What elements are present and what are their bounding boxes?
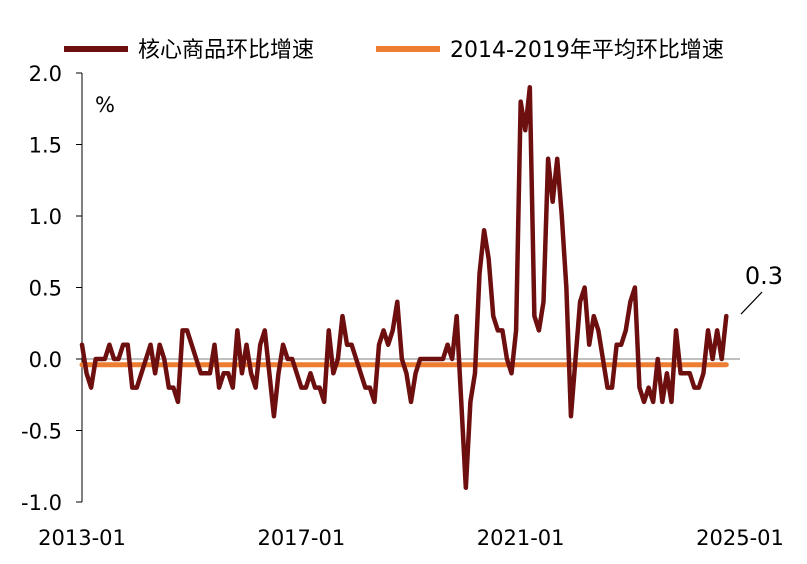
x-tick-label: 2025-01 xyxy=(696,526,784,550)
y-axis: 2.0 1.5 1.0 0.5 0.0 -0.5 -1.0 xyxy=(21,62,83,515)
y-tick-label: 1.0 xyxy=(29,205,62,229)
y-unit-label: % xyxy=(95,93,115,117)
x-tick-label: 2017-01 xyxy=(257,526,345,550)
legend-label-core-goods: 核心商品环比增速 xyxy=(138,38,314,63)
x-tick-label: 2021-01 xyxy=(477,526,565,550)
y-tick-label: 0.5 xyxy=(29,277,62,301)
annotation-label: 0.3 xyxy=(745,262,783,290)
y-tick-label: -0.5 xyxy=(21,420,62,444)
annotation: 0.3 xyxy=(740,262,783,315)
legend-label-average: 2014-2019年平均环比增速 xyxy=(450,38,724,63)
x-axis: 2013-01 2017-01 2021-01 2025-01 xyxy=(38,358,784,550)
y-tick-label: 2.0 xyxy=(29,62,62,86)
y-tick-label: 1.5 xyxy=(29,134,62,158)
series-layer xyxy=(79,85,729,490)
y-tick-label: 0.0 xyxy=(29,348,62,372)
y-tick-label: -1.0 xyxy=(21,491,62,515)
legend: 核心商品环比增速 2014-2019年平均环比增速 xyxy=(64,38,724,63)
series-line-core-goods xyxy=(79,85,729,490)
annotation-leader-line xyxy=(740,291,763,315)
x-tick-label: 2013-01 xyxy=(38,526,126,550)
